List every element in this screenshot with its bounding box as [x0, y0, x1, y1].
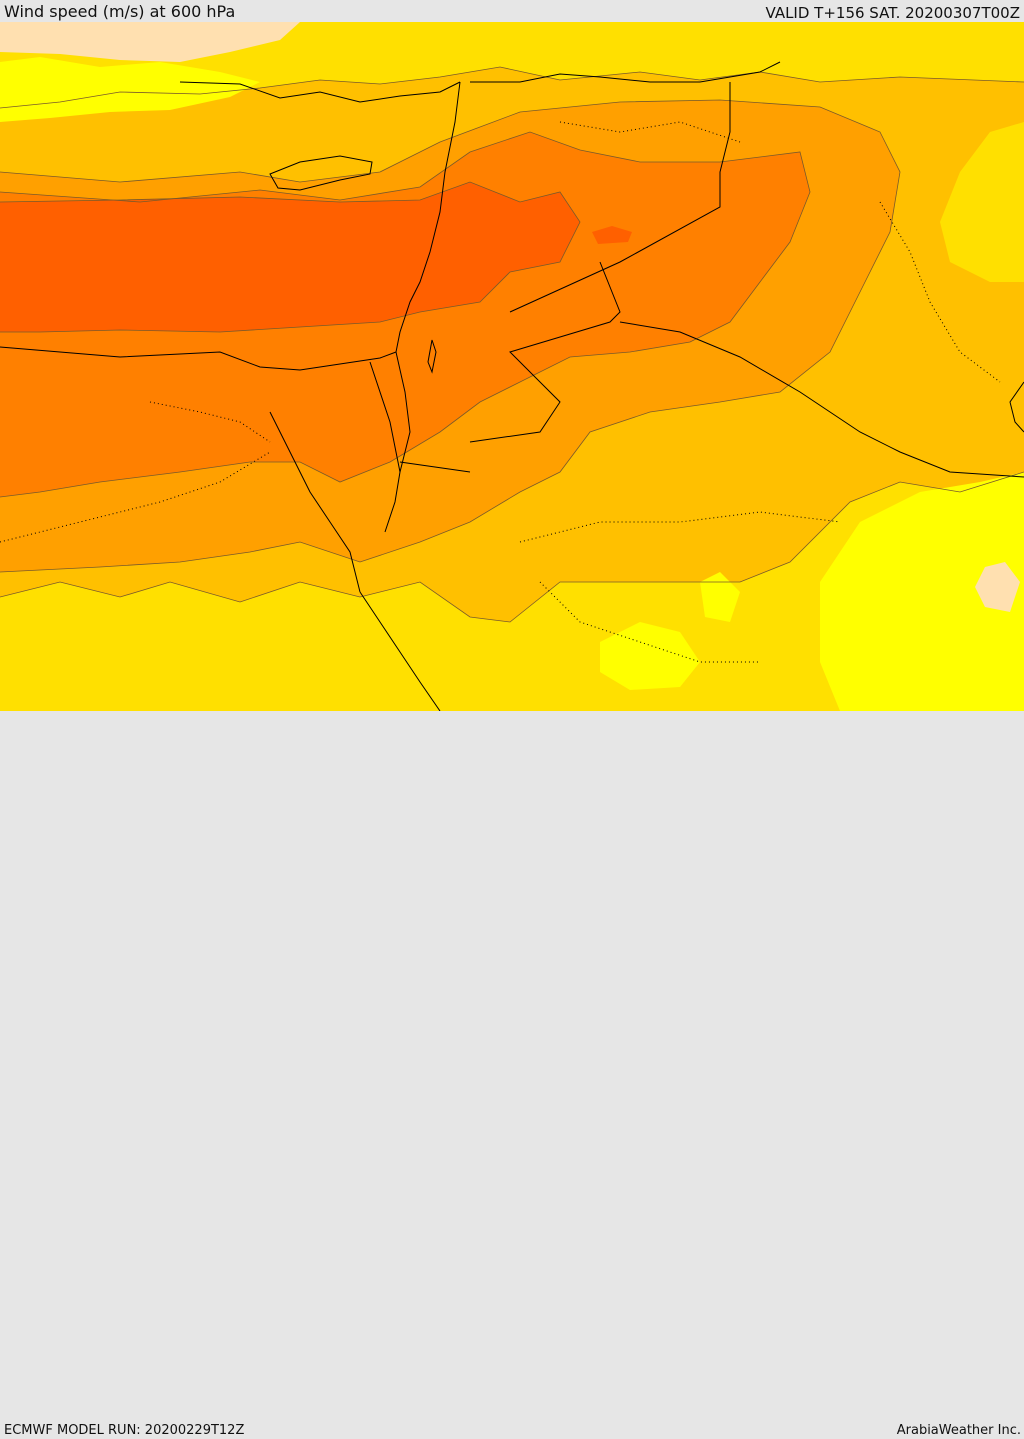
- red-sea-west-coast: [359, 591, 441, 711]
- band-2-east: [940, 122, 1024, 282]
- dead-sea: [427, 339, 437, 374]
- cyprus-outline: [269, 155, 373, 191]
- model-run: ECMWF MODEL RUN: 20200229T12Z: [4, 1423, 245, 1438]
- credit: ArabiaWeather Inc.: [896, 1423, 1021, 1438]
- band-1-small-pocket: [700, 572, 740, 622]
- map-title: Wind speed (m/s) at 600 hPa: [4, 2, 236, 21]
- band-1-south-pocket: [600, 622, 700, 690]
- border-egypt-sudan: [399, 461, 471, 473]
- borders: [369, 61, 1024, 478]
- band-2-south: [0, 472, 1024, 711]
- weakest-band-northwest: [0, 22, 300, 62]
- band-1-southeast: [820, 472, 1024, 711]
- weakest-band-southeast: [975, 562, 1020, 612]
- wind-speed-map: [0, 22, 1024, 711]
- strongest-band-core: [0, 182, 580, 332]
- border-jordan-saudi: [469, 261, 621, 443]
- persian-gulf-coast: [1009, 381, 1024, 433]
- gulf-of-suez: [269, 411, 361, 593]
- border-syria-iraq: [509, 82, 731, 313]
- border-egypt-israel: [369, 361, 401, 473]
- contour-lines: [0, 66, 1024, 623]
- dotted-boundaries: [0, 121, 1001, 663]
- band-1-northwest: [0, 57, 260, 122]
- strongest-band-pocket: [592, 226, 632, 244]
- levant-coast: [395, 81, 461, 353]
- egypt-north-coast: [0, 346, 397, 371]
- border-iraq-saudi: [619, 321, 1024, 478]
- turkey-south-coast: [179, 81, 461, 103]
- border-syria-turkey: [470, 61, 781, 83]
- footer-bar: ECMWF MODEL RUN: 20200229T12Z ArabiaWeat…: [0, 711, 1024, 1438]
- valid-time: VALID T+156 SAT. 20200307T00Z: [765, 4, 1020, 22]
- sinai-red-sea: [384, 351, 411, 533]
- coastlines: [0, 81, 1024, 711]
- header-bar: Wind speed (m/s) at 600 hPa VALID T+156 …: [0, 0, 1024, 22]
